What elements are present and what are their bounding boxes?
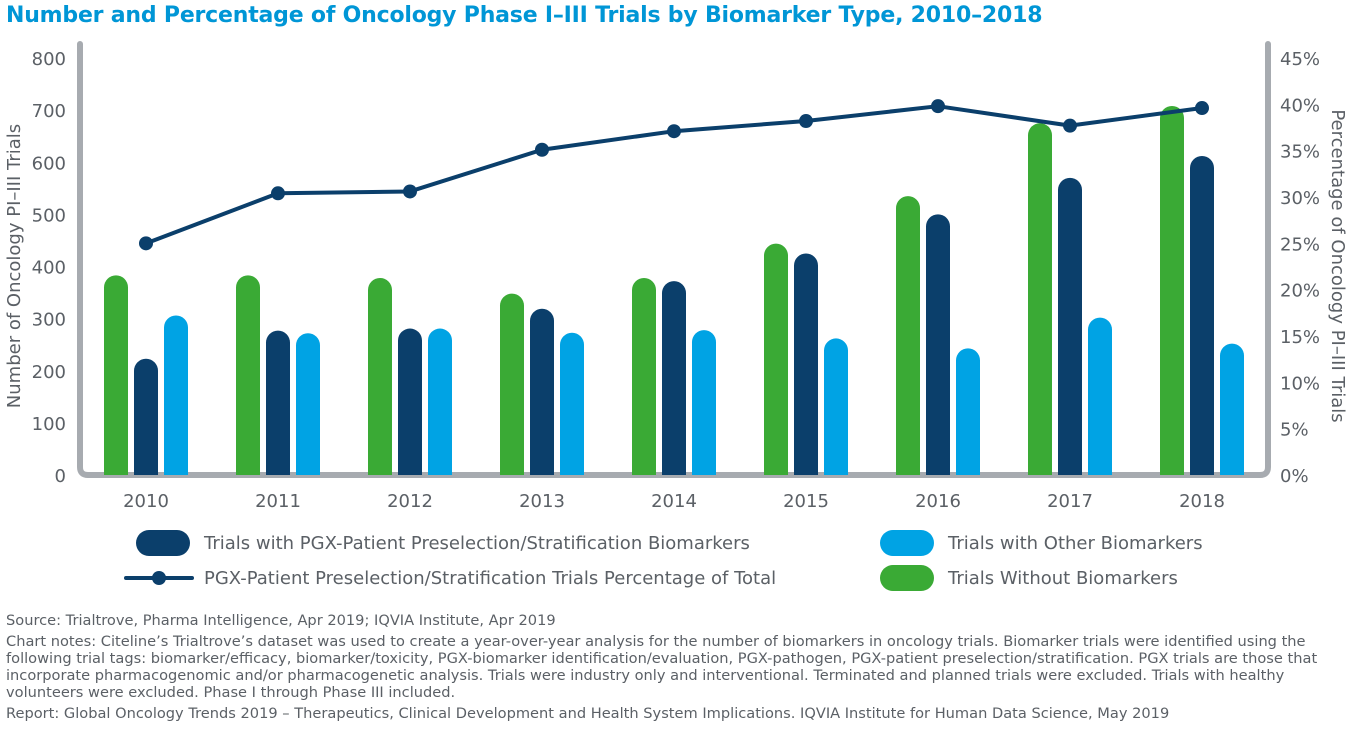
bar-trials-with-pgx-patient-preselection-stratification-biomarkers-2018 bbox=[1190, 155, 1214, 475]
y-tick-label: 400 bbox=[32, 258, 66, 279]
legend-item-without-biomarkers: Trials Without Biomarkers bbox=[880, 565, 1178, 591]
x-tick-label: 2014 bbox=[651, 491, 697, 512]
y2-tick-label: 20% bbox=[1280, 281, 1320, 302]
legend-swatch-pgx-trials bbox=[136, 530, 190, 556]
bar-trials-with-pgx-patient-preselection-stratification-biomarkers-2014 bbox=[662, 281, 686, 475]
bar-trials-with-other-biomarkers-2013 bbox=[560, 332, 584, 475]
bar-trials-with-pgx-patient-preselection-stratification-biomarkers-2011 bbox=[266, 330, 290, 475]
chart-footnotes: Source: Trialtrove, Pharma Intelligence,… bbox=[6, 612, 1346, 726]
bar-trials-without-biomarkers-2018 bbox=[1160, 105, 1184, 475]
y2-tick-label: 15% bbox=[1280, 327, 1320, 348]
bar-trials-without-biomarkers-2012 bbox=[368, 277, 392, 475]
y-tick-label: 700 bbox=[32, 101, 66, 122]
y-tick-label: 100 bbox=[32, 414, 66, 435]
x-tick-label: 2017 bbox=[1047, 491, 1093, 512]
x-tick-label: 2016 bbox=[915, 491, 961, 512]
legend-item-other-biomarkers: Trials with Other Biomarkers bbox=[880, 530, 1203, 556]
bar-trials-without-biomarkers-2015 bbox=[764, 243, 788, 475]
report-note: Report: Global Oncology Trends 2019 – Th… bbox=[6, 705, 1170, 722]
bar-trials-with-pgx-patient-preselection-stratification-biomarkers-2010 bbox=[134, 358, 158, 475]
point-pgx-percentage-2018 bbox=[1195, 101, 1209, 116]
legend-swatch-without-biomarkers bbox=[880, 565, 934, 591]
x-tick-label: 2011 bbox=[255, 491, 301, 512]
point-pgx-percentage-2014 bbox=[667, 124, 681, 139]
bar-trials-with-pgx-patient-preselection-stratification-biomarkers-2012 bbox=[398, 328, 422, 475]
x-tick-label: 2015 bbox=[783, 491, 829, 512]
bar-trials-with-pgx-patient-preselection-stratification-biomarkers-2013 bbox=[530, 308, 554, 475]
source-note: Source: Trialtrove, Pharma Intelligence,… bbox=[6, 612, 556, 629]
bar-marks bbox=[104, 105, 1244, 476]
bar-trials-with-other-biomarkers-2016 bbox=[956, 348, 980, 475]
point-pgx-percentage-2012 bbox=[403, 184, 417, 199]
bar-trials-with-other-biomarkers-2018 bbox=[1220, 343, 1244, 475]
chart-title: Number and Percentage of Oncology Phase … bbox=[6, 3, 1043, 28]
legend-label-without-biomarkers: Trials Without Biomarkers bbox=[948, 567, 1178, 589]
x-tick-label: 2010 bbox=[123, 491, 169, 512]
y2-tick-label: 0% bbox=[1280, 466, 1309, 487]
legend-label-pgx-percentage: PGX-Patient Preselection/Stratification … bbox=[204, 567, 777, 589]
y-tick-label: 600 bbox=[32, 153, 66, 174]
tick-labels: 0 100 200 300 400 500 600 700 800 0% 5% 10% 15% 20% 25… bbox=[32, 49, 1320, 512]
bar-trials-without-biomarkers-2016 bbox=[896, 196, 920, 475]
chart-notes: Chart notes: Citeline’s Trialtrove’s dat… bbox=[6, 633, 1318, 701]
y2-tick-label: 10% bbox=[1280, 373, 1320, 394]
bar-trials-with-pgx-patient-preselection-stratification-biomarkers-2016 bbox=[926, 214, 950, 475]
point-pgx-percentage-2016 bbox=[931, 99, 945, 114]
point-pgx-percentage-2013 bbox=[535, 142, 549, 157]
x-tick-label: 2012 bbox=[387, 491, 433, 512]
legend-swatch-pgx-percentage bbox=[124, 565, 194, 591]
bar-trials-with-other-biomarkers-2014 bbox=[692, 330, 716, 475]
bar-trials-without-biomarkers-2014 bbox=[632, 277, 656, 475]
point-pgx-percentage-2017 bbox=[1063, 118, 1077, 133]
y-tick-label: 0 bbox=[55, 466, 66, 487]
legend-label-other-biomarkers: Trials with Other Biomarkers bbox=[948, 532, 1203, 554]
legend-item-pgx-trials: Trials with PGX-Patient Preselection/Str… bbox=[136, 530, 750, 556]
x-tick-label: 2013 bbox=[519, 491, 565, 512]
bar-trials-without-biomarkers-2010 bbox=[104, 275, 128, 475]
bar-trials-with-pgx-patient-preselection-stratification-biomarkers-2017 bbox=[1058, 177, 1082, 475]
bar-trials-with-other-biomarkers-2015 bbox=[824, 338, 848, 475]
point-pgx-percentage-2015 bbox=[799, 114, 813, 129]
y-tick-label: 500 bbox=[32, 205, 66, 226]
bar-trials-with-pgx-patient-preselection-stratification-biomarkers-2015 bbox=[794, 253, 818, 475]
bar-trials-with-other-biomarkers-2017 bbox=[1088, 317, 1112, 475]
y2-tick-label: 35% bbox=[1280, 142, 1320, 163]
x-tick-label: 2018 bbox=[1179, 491, 1225, 512]
point-pgx-percentage-2011 bbox=[271, 186, 285, 201]
chart-area: 0 100 200 300 400 500 600 700 800 0% 5% 10% 15% 20% 25… bbox=[4, 41, 1348, 512]
bar-trials-with-other-biomarkers-2011 bbox=[296, 333, 320, 475]
point-pgx-percentage-2010 bbox=[139, 236, 153, 251]
y2-tick-label: 30% bbox=[1280, 188, 1320, 209]
bar-trials-without-biomarkers-2017 bbox=[1028, 123, 1052, 476]
y-tick-label: 300 bbox=[32, 310, 66, 331]
y2-tick-label: 25% bbox=[1280, 234, 1320, 255]
legend-swatch-other-biomarkers bbox=[880, 530, 934, 556]
y2-tick-label: 5% bbox=[1280, 420, 1309, 441]
bar-trials-with-other-biomarkers-2010 bbox=[164, 315, 188, 475]
bar-trials-with-other-biomarkers-2012 bbox=[428, 328, 452, 475]
legend-label-pgx-trials: Trials with PGX-Patient Preselection/Str… bbox=[204, 532, 750, 554]
y-tick-label: 200 bbox=[32, 362, 66, 383]
bar-trials-without-biomarkers-2011 bbox=[236, 275, 260, 475]
y2-tick-label: 40% bbox=[1280, 95, 1320, 116]
y-tick-label: 800 bbox=[32, 49, 66, 70]
y-axis-label: Number of Oncology PI–III Trials bbox=[4, 124, 25, 408]
legend-item-pgx-percentage: PGX-Patient Preselection/Stratification … bbox=[124, 565, 776, 591]
y2-tick-label: 45% bbox=[1280, 49, 1320, 70]
bar-trials-without-biomarkers-2013 bbox=[500, 293, 524, 475]
y2-axis-label: Percentage of Oncology PI–III Trials bbox=[1327, 109, 1348, 422]
line-marks bbox=[139, 99, 1209, 251]
